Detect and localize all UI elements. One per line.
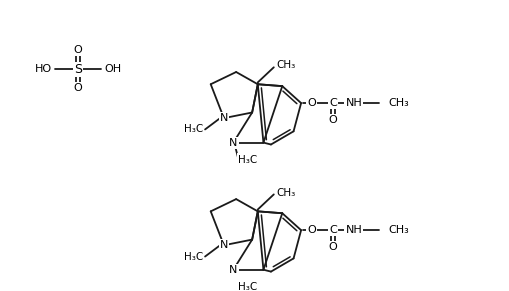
Text: NH: NH xyxy=(346,225,362,235)
Text: CH₃: CH₃ xyxy=(276,187,296,198)
Text: C: C xyxy=(329,225,337,235)
Text: C: C xyxy=(329,98,337,108)
Text: S: S xyxy=(74,63,82,76)
Text: HO: HO xyxy=(35,64,51,74)
Text: O: O xyxy=(74,45,82,55)
Text: CH₃: CH₃ xyxy=(276,61,296,70)
Text: H₃C: H₃C xyxy=(238,282,257,291)
Text: OH: OH xyxy=(104,64,122,74)
Text: N: N xyxy=(229,265,238,275)
Text: CH₃: CH₃ xyxy=(389,225,409,235)
Text: O: O xyxy=(329,115,337,125)
Text: H₃C: H₃C xyxy=(238,155,257,165)
Text: O: O xyxy=(307,98,316,108)
Text: O: O xyxy=(307,225,316,235)
Text: H₃C: H₃C xyxy=(184,125,203,134)
Text: N: N xyxy=(220,240,228,250)
Text: CH₃: CH₃ xyxy=(389,98,409,108)
Text: H₃C: H₃C xyxy=(184,251,203,262)
Text: O: O xyxy=(329,242,337,252)
Text: O: O xyxy=(74,83,82,93)
Text: NH: NH xyxy=(346,98,362,108)
Text: N: N xyxy=(229,138,238,148)
Text: N: N xyxy=(220,113,228,123)
